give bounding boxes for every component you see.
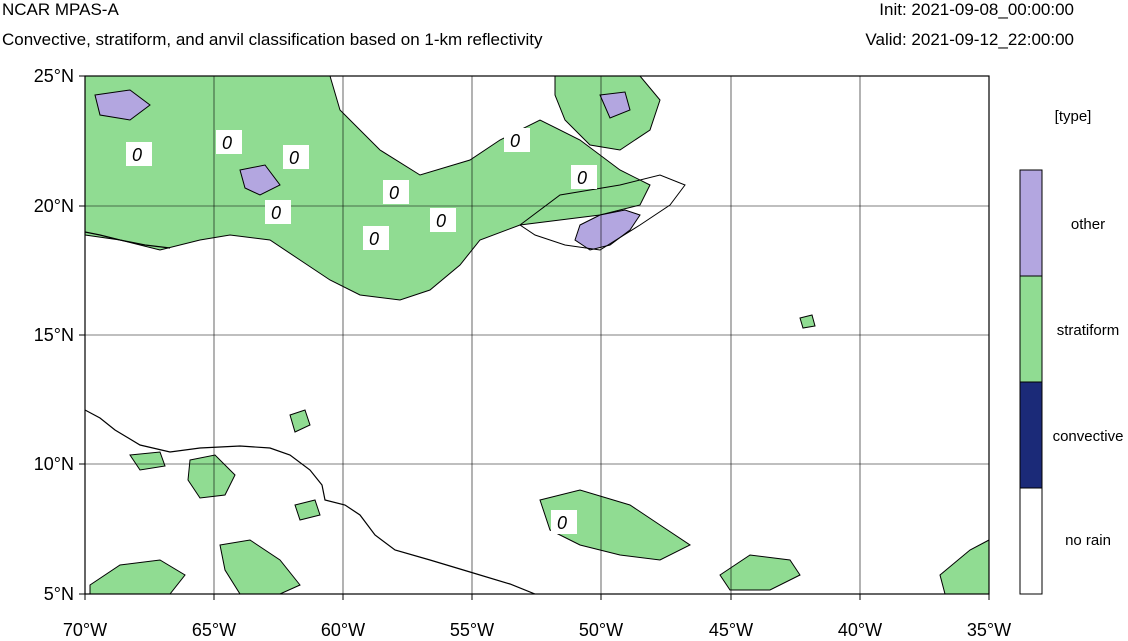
y-tick-label: 10°N [34,454,74,474]
contour-label: 0 [222,133,232,153]
rain-region [89,559,186,594]
contour-label: 0 [510,131,520,151]
valid-time: Valid: 2021-09-12_22:00:00 [865,30,1074,49]
axis-ticks [79,75,990,600]
other-region [239,164,281,196]
x-tick-label: 45°W [709,620,753,640]
contour-label: 0 [557,513,567,533]
graticule [85,76,989,594]
x-tick-label: 60°W [321,620,365,640]
rain-region [719,554,801,591]
rain-region [539,489,691,561]
contour-label: 0 [436,211,446,231]
anvil-contour [519,174,686,251]
coastline [85,409,536,594]
rain-region [289,409,311,433]
rain-region [294,499,321,521]
other-region [94,89,151,121]
rain-region [129,451,166,471]
init-time: Init: 2021-09-08_00:00:00 [879,0,1074,19]
figure-title: NCAR MPAS-A [2,0,119,19]
y-tick-label: 25°N [34,66,74,86]
x-axis-labels: 70°W 65°W 60°W 55°W 50°W 45°W 40°W 35°W [63,620,1011,640]
legend-label-convective: convective [1053,428,1124,445]
legend-label-stratiform: stratiform [1057,322,1120,339]
rain-region [939,539,989,594]
y-axis-labels: 25°N 20°N 15°N 10°N 5°N [34,66,74,604]
y-tick-label: 20°N [34,196,74,216]
rain-region [799,314,816,329]
other-region [599,91,631,119]
x-tick-label: 70°W [63,620,107,640]
contour-label: 0 [271,203,281,223]
y-tick-label: 15°N [34,325,74,345]
contour-label: 0 [389,183,399,203]
y-tick-label: 5°N [44,584,74,604]
coastline [85,231,171,249]
contour-label: 0 [369,229,379,249]
legend-title: [type] [1055,108,1092,125]
contour-label: 0 [577,168,587,188]
x-tick-label: 65°W [192,620,236,640]
other-region [574,209,641,251]
legend-swatch-convective [1019,381,1043,489]
x-tick-label: 55°W [450,620,494,640]
legend-label-other: other [1071,216,1105,233]
legend-swatch-no-rain [1019,487,1043,595]
contour-label: 0 [132,145,142,165]
legend-swatch-other [1019,169,1043,277]
legend-swatch-stratiform [1019,275,1043,383]
contour-labels: 0 0 0 0 0 0 0 0 0 0 [126,128,597,534]
x-tick-label: 50°W [579,620,623,640]
rain-region [187,454,236,499]
x-tick-label: 35°W [967,620,1011,640]
rain-region [219,539,301,594]
contour-label: 0 [289,148,299,168]
legend: [type] other stratiform convective no ra… [1019,108,1124,595]
legend-label-no-rain: no rain [1065,532,1111,549]
figure-subtitle: Convective, stratiform, and anvil classi… [2,30,543,49]
x-tick-label: 40°W [838,620,882,640]
